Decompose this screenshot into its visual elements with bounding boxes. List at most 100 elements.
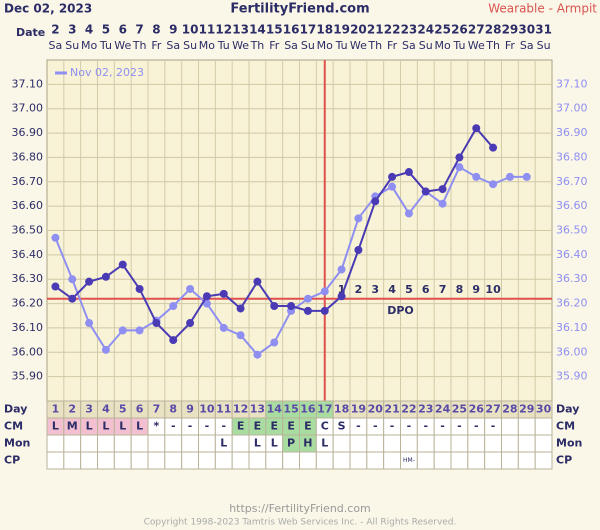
y2-tick-label: 36.30 [556, 272, 588, 285]
data-point [354, 245, 363, 254]
weekday-label: Fr [151, 39, 162, 52]
date-label: 31 [535, 23, 552, 37]
cell-value: L [321, 437, 328, 450]
footer-copyright: Copyright 1998-2023 Tamtris Web Services… [144, 518, 457, 528]
chart-date: Dec 02, 2023 [4, 2, 92, 16]
table-cell [80, 451, 98, 470]
date-label: 29 [502, 23, 519, 37]
table-cell [349, 434, 368, 453]
cell-value: - [474, 420, 479, 433]
cell-value: - [407, 420, 412, 433]
table-cell [450, 434, 469, 453]
cell-value: - [188, 420, 193, 433]
y2-tick-label: 35.90 [556, 370, 588, 383]
data-point [438, 185, 447, 194]
data-point [101, 345, 110, 354]
cell-value: M [67, 420, 78, 433]
date-label: 20 [350, 23, 367, 37]
data-point [472, 172, 481, 181]
table-cell [383, 451, 401, 470]
table-cell [484, 451, 502, 470]
weekday-label: Su [65, 39, 79, 52]
table-cell [113, 434, 132, 453]
table-cell [450, 451, 469, 470]
date-label: 16 [283, 23, 300, 37]
data-point [455, 163, 464, 172]
data-point [404, 168, 413, 177]
data-point [505, 172, 514, 181]
table-cell [467, 451, 486, 470]
data-point [68, 294, 77, 303]
weekday-label: Th [485, 39, 500, 52]
y-tick-label: 37.10 [12, 77, 44, 90]
data-point [202, 299, 211, 308]
table-cell [231, 451, 250, 470]
table-cell [198, 451, 216, 470]
cell-value: L [220, 437, 227, 450]
day-number: 2 [68, 403, 76, 416]
data-point [404, 209, 413, 218]
x-label: Date [16, 26, 45, 39]
day-number: 13 [250, 403, 265, 416]
day-number: 4 [102, 403, 110, 416]
table-cell [164, 434, 183, 453]
table-cell [366, 434, 385, 453]
day-number: 26 [469, 403, 485, 416]
row-label: CM [556, 420, 575, 433]
day-number: 11 [216, 403, 231, 416]
table-cell [315, 451, 334, 470]
cell-value: * [154, 420, 160, 433]
day-number: 18 [334, 403, 349, 416]
table-cell [147, 451, 166, 470]
data-point [169, 302, 178, 311]
dpo-number: 2 [355, 283, 363, 296]
day-number: 16 [300, 403, 316, 416]
y-tick-label: 36.40 [12, 248, 44, 261]
data-point [186, 284, 195, 293]
dpo-number: 9 [472, 283, 480, 296]
row-label: Mon [556, 437, 582, 450]
dpo-number: 7 [439, 283, 447, 296]
legend-label: Nov 02, 2023 [70, 66, 144, 79]
data-point [522, 172, 531, 181]
table-cell [164, 451, 183, 470]
cell-value: - [457, 420, 462, 433]
data-point [236, 304, 245, 313]
date-label: 26 [451, 23, 468, 37]
data-point [51, 282, 60, 291]
y2-tick-label: 36.50 [556, 224, 588, 237]
data-point [219, 323, 228, 332]
y-tick-label: 36.50 [12, 224, 44, 237]
data-point [388, 172, 397, 181]
weekday-label: Mo [434, 39, 450, 52]
day-number: 21 [384, 403, 399, 416]
table-cell [214, 451, 233, 470]
y-tick-label: 36.30 [12, 272, 44, 285]
weekday-label: Tu [335, 39, 348, 52]
y-tick-label: 37.00 [12, 102, 44, 115]
data-point [489, 143, 498, 152]
day-number: 22 [401, 403, 416, 416]
day-number: 30 [536, 403, 552, 416]
data-point [438, 199, 447, 208]
day-number: 14 [267, 403, 283, 416]
data-point [236, 331, 245, 340]
table-cell [501, 417, 519, 436]
weekday-label: Mo [199, 39, 215, 52]
chart-title: FertilityFriend.com [230, 2, 369, 17]
cell-value: - [423, 420, 428, 433]
date-label: 23 [401, 23, 418, 37]
weekday-label: Su [419, 39, 433, 52]
dpo-number: 1 [338, 283, 346, 296]
date-label: 21 [367, 23, 384, 37]
cell-value: L [102, 420, 109, 433]
cell-value: - [373, 420, 378, 433]
table-cell [63, 434, 82, 453]
cell-value: E [270, 420, 278, 433]
weekday-label: Sa [166, 39, 180, 52]
date-label: 19 [333, 23, 350, 37]
data-point [85, 277, 94, 286]
weekday-label: Tu [99, 39, 112, 52]
weekday-label: Fr [505, 39, 516, 52]
day-number: 6 [136, 403, 144, 416]
